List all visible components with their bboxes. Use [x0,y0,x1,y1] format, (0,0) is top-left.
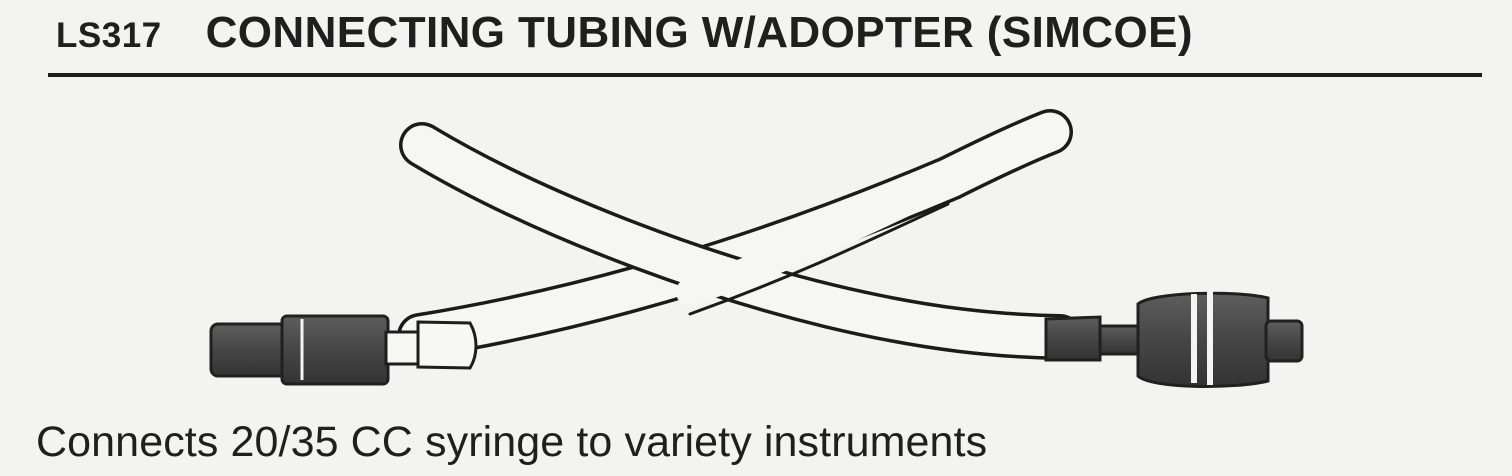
tubing-illustration [397,109,1083,360]
catalog-code: LS317 [56,16,162,55]
title-divider [48,73,1482,77]
left-adapter [209,314,478,386]
right-adapter [1044,291,1304,388]
product-description: Connects 20/35 CC syringe to variety ins… [36,418,988,466]
right-connector-tube-fill [402,125,1080,357]
crossing-lower-edge [688,202,950,316]
product-title: CONNECTING TUBING W/ADOPTER (SIMCOE) [205,8,1193,57]
left-connector-tube-fill [400,112,1070,356]
product-heading: LS317 CONNECTING TUBING W/ADOPTER (SIMCO… [56,8,1193,60]
crossing-highlight [676,174,949,306]
